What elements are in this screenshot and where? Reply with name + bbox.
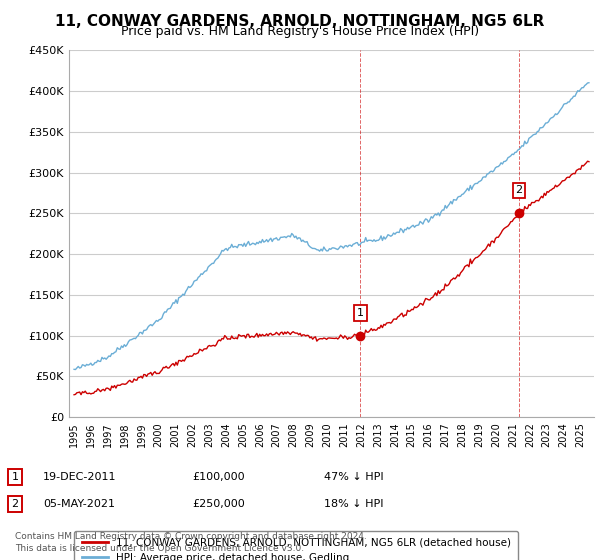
Text: £100,000: £100,000 xyxy=(192,472,245,482)
Text: 18% ↓ HPI: 18% ↓ HPI xyxy=(324,499,383,509)
Text: Contains HM Land Registry data © Crown copyright and database right 2024.
This d: Contains HM Land Registry data © Crown c… xyxy=(15,532,367,553)
Text: 11, CONWAY GARDENS, ARNOLD, NOTTINGHAM, NG5 6LR: 11, CONWAY GARDENS, ARNOLD, NOTTINGHAM, … xyxy=(55,14,545,29)
Text: Price paid vs. HM Land Registry's House Price Index (HPI): Price paid vs. HM Land Registry's House … xyxy=(121,25,479,38)
Text: 1: 1 xyxy=(11,472,19,482)
Text: 19-DEC-2011: 19-DEC-2011 xyxy=(43,472,116,482)
Legend: 11, CONWAY GARDENS, ARNOLD, NOTTINGHAM, NG5 6LR (detached house), HPI: Average p: 11, CONWAY GARDENS, ARNOLD, NOTTINGHAM, … xyxy=(74,531,518,560)
Text: 47% ↓ HPI: 47% ↓ HPI xyxy=(324,472,383,482)
Text: £250,000: £250,000 xyxy=(192,499,245,509)
Text: 1: 1 xyxy=(357,308,364,318)
Text: 05-MAY-2021: 05-MAY-2021 xyxy=(43,499,115,509)
Text: 2: 2 xyxy=(515,185,523,195)
Text: 2: 2 xyxy=(11,499,19,509)
